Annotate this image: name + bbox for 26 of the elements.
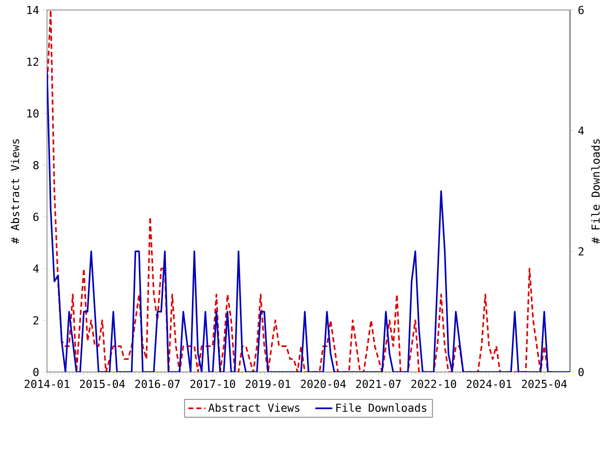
y-tick-label: 2 (33, 316, 38, 324)
legend-label: File Downloads (336, 403, 426, 412)
x-tick-label: 2015-04 (80, 380, 125, 388)
y-tick-label: 14 (27, 6, 39, 14)
y-tick-label: 0 (33, 368, 39, 376)
x-tick-label: 2019-01 (246, 380, 290, 388)
x-tick-label: 2024-01 (466, 380, 512, 388)
y2-axis-title: # File Downloads (591, 139, 600, 244)
x-tick-label: 2016-07 (135, 380, 180, 388)
legend-label: Abstract Views (208, 403, 300, 412)
y-tick-label: 8 (33, 161, 39, 170)
y-axis-title: # Abstract Views (10, 139, 20, 244)
y2-tick-label: 4 (578, 126, 584, 135)
y2-tick-label: 6 (578, 6, 584, 14)
y-tick-label: 6 (33, 212, 39, 221)
x-tick-label: 2014-01 (24, 380, 70, 388)
x-tick-label: 2017-10 (190, 380, 236, 388)
y-tick-label: 12 (27, 58, 38, 66)
x-tick-label: 2020-04 (300, 380, 346, 388)
y2-tick-label: 2 (578, 247, 584, 256)
y2-tick-label: 0 (578, 368, 584, 376)
x-tick-label: 2025-04 (522, 380, 567, 388)
x-tick-label: 2022-10 (411, 380, 456, 388)
y-tick-label: 4 (33, 264, 39, 273)
x-tick-label: 2021-07 (356, 380, 401, 388)
y-tick-label: 10 (27, 109, 39, 118)
